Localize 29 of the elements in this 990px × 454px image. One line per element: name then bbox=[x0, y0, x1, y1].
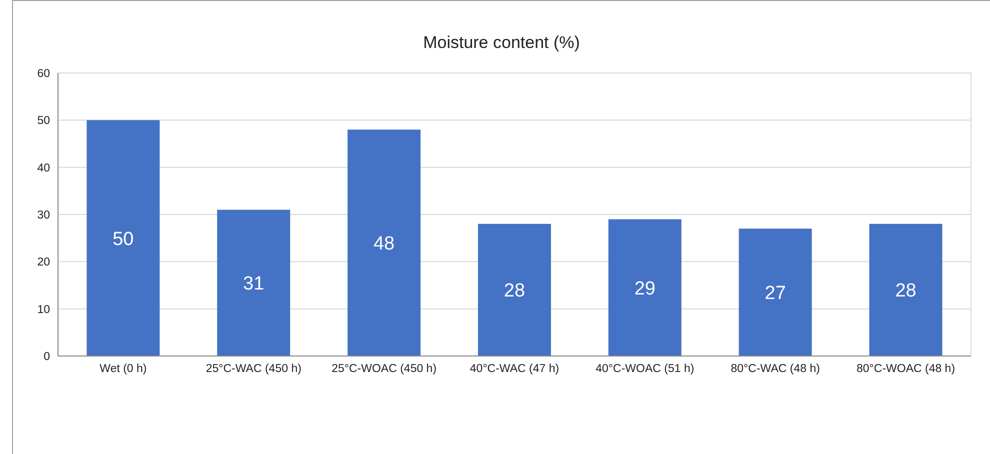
data-label: 29 bbox=[634, 278, 656, 300]
data-label: 50 bbox=[112, 228, 134, 250]
data-label: 28 bbox=[895, 280, 916, 302]
bar bbox=[478, 224, 551, 356]
x-tick-label: 25°C-WAC (450 h) bbox=[206, 363, 302, 376]
y-tick-label: 30 bbox=[37, 210, 50, 222]
y-tick-label: 60 bbox=[37, 68, 50, 80]
data-label: 27 bbox=[764, 283, 786, 304]
data-label: 28 bbox=[504, 280, 526, 302]
bar bbox=[86, 120, 160, 356]
x-tick-label: 25°C-WOAC (450 h) bbox=[332, 363, 437, 376]
bar bbox=[217, 210, 290, 356]
bar bbox=[738, 228, 812, 356]
chart-title: Moisture content (%) bbox=[422, 33, 581, 53]
data-label: 48 bbox=[373, 234, 395, 255]
x-tick-label: 80°C-WAC (48 h) bbox=[730, 363, 820, 376]
x-tick-label: 80°C-WOAC (48 h) bbox=[856, 363, 956, 376]
y-tick-label: 50 bbox=[37, 115, 50, 128]
y-tick-label: 10 bbox=[37, 304, 50, 316]
bar bbox=[348, 130, 421, 356]
bar bbox=[608, 219, 682, 356]
bar bbox=[869, 224, 942, 356]
x-tick-label: 40°C-WOAC (51 h) bbox=[596, 363, 694, 376]
y-tick-label: 40 bbox=[37, 162, 50, 174]
x-tick-label: Wet (0 h) bbox=[100, 363, 147, 376]
x-tick-label: 40°C-WAC (47 h) bbox=[470, 363, 560, 376]
data-label: 31 bbox=[243, 274, 264, 295]
y-tick-label: 20 bbox=[37, 256, 50, 269]
y-tick-label: 0 bbox=[44, 351, 50, 364]
